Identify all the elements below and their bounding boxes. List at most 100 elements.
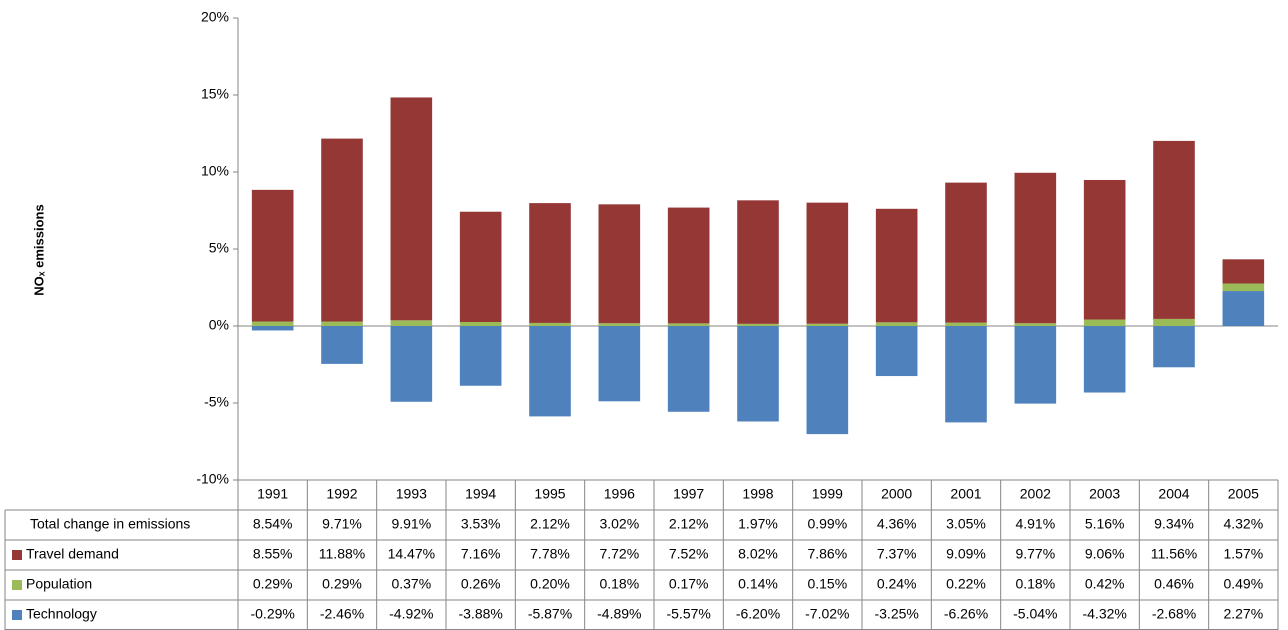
legend-label: Technology bbox=[26, 606, 97, 622]
table-value: 2.12% bbox=[530, 516, 570, 532]
table-value: -3.25% bbox=[874, 606, 918, 622]
table-value: 0.29% bbox=[322, 576, 362, 592]
table-value: 7.78% bbox=[530, 546, 570, 562]
bar-segment bbox=[1083, 180, 1126, 320]
bar-segment bbox=[529, 326, 571, 417]
table-value: 0.99% bbox=[807, 516, 847, 532]
table-value: 14.47% bbox=[388, 546, 435, 562]
table-value: -2.46% bbox=[320, 606, 364, 622]
bar-segment bbox=[529, 322, 571, 326]
bar-segment bbox=[390, 320, 433, 326]
table-value: 4.32% bbox=[1223, 516, 1263, 532]
bar-segment bbox=[667, 326, 710, 412]
legend-key bbox=[12, 610, 22, 620]
table-value: -5.87% bbox=[528, 606, 572, 622]
table-value: 7.16% bbox=[461, 546, 501, 562]
bar-segment bbox=[459, 326, 502, 386]
table-value: 7.37% bbox=[877, 546, 917, 562]
bar-segment bbox=[806, 202, 849, 324]
table-value: 7.86% bbox=[807, 546, 847, 562]
bar-segment bbox=[1014, 172, 1057, 324]
x-tick-label: 2003 bbox=[1089, 486, 1120, 502]
bar-segment bbox=[1153, 140, 1195, 319]
table-value: 4.91% bbox=[1015, 516, 1055, 532]
y-axis-title: NOₓ emissions bbox=[31, 204, 46, 295]
x-tick-label: 2001 bbox=[950, 486, 981, 502]
table-value: 0.14% bbox=[738, 576, 778, 592]
table-value: 9.71% bbox=[322, 516, 362, 532]
table-value: 0.29% bbox=[253, 576, 293, 592]
x-tick-label: 1991 bbox=[257, 486, 288, 502]
x-tick-label: 1993 bbox=[396, 486, 427, 502]
table-value: 0.17% bbox=[669, 576, 709, 592]
bar-segment bbox=[1222, 283, 1265, 292]
x-tick-label: 2000 bbox=[881, 486, 912, 502]
bar-segment bbox=[1083, 326, 1126, 393]
x-tick-label: 1992 bbox=[326, 486, 357, 502]
legend-label: Population bbox=[26, 576, 92, 592]
bar-segment bbox=[806, 326, 849, 435]
bar-segment bbox=[945, 326, 987, 423]
bar-segment bbox=[875, 326, 918, 377]
table-value: -3.88% bbox=[458, 606, 502, 622]
table-value: -5.57% bbox=[666, 606, 710, 622]
table-value: 0.49% bbox=[1223, 576, 1263, 592]
bar-segment bbox=[251, 326, 294, 331]
legend-label: Travel demand bbox=[26, 546, 119, 562]
table-value: 8.02% bbox=[738, 546, 778, 562]
bar-segment bbox=[1153, 318, 1195, 326]
bar-segment bbox=[945, 182, 987, 323]
table-value: 0.20% bbox=[530, 576, 570, 592]
table-value: -4.89% bbox=[597, 606, 641, 622]
table-value: 9.09% bbox=[946, 546, 986, 562]
table-value: 0.18% bbox=[599, 576, 639, 592]
table-value: -0.29% bbox=[250, 606, 294, 622]
table-value: 2.27% bbox=[1223, 606, 1263, 622]
bar-segment bbox=[321, 321, 363, 326]
table-value: 9.06% bbox=[1085, 546, 1125, 562]
table-value: 11.88% bbox=[319, 546, 365, 562]
bar-segment bbox=[459, 321, 502, 326]
bar-segment bbox=[459, 211, 502, 322]
bar-segment bbox=[1014, 326, 1057, 404]
table-value: 5.16% bbox=[1085, 516, 1125, 532]
table-value: 0.42% bbox=[1085, 576, 1125, 592]
x-tick-label: 2002 bbox=[1020, 486, 1051, 502]
table-value: 1.57% bbox=[1223, 546, 1263, 562]
y-tick-label: 5% bbox=[209, 240, 229, 256]
bar-segment bbox=[251, 189, 294, 322]
bar-segment bbox=[251, 321, 294, 326]
table-value: -4.32% bbox=[1082, 606, 1126, 622]
table-value: 7.52% bbox=[669, 546, 709, 562]
bar-segment bbox=[875, 322, 918, 326]
table-value: 0.15% bbox=[807, 576, 847, 592]
row-label: Total change in emissions bbox=[30, 516, 190, 532]
table-value: 9.34% bbox=[1154, 516, 1194, 532]
table-value: -6.20% bbox=[736, 606, 780, 622]
bar-segment bbox=[667, 323, 710, 326]
table-value: -5.04% bbox=[1013, 606, 1057, 622]
y-tick-label: 20% bbox=[201, 9, 229, 25]
table-value: 0.22% bbox=[946, 576, 986, 592]
table-value: 3.53% bbox=[461, 516, 501, 532]
bar-segment bbox=[1222, 259, 1265, 284]
x-tick-label: 1998 bbox=[742, 486, 773, 502]
table-value: -2.68% bbox=[1152, 606, 1196, 622]
x-tick-label: 1994 bbox=[465, 486, 496, 502]
bar-segment bbox=[390, 97, 433, 321]
x-tick-label: 1996 bbox=[604, 486, 635, 502]
table-value: 9.77% bbox=[1015, 546, 1055, 562]
table-value: 0.46% bbox=[1154, 576, 1194, 592]
x-tick-label: 1997 bbox=[673, 486, 704, 502]
bar-segment bbox=[598, 323, 641, 326]
legend-key bbox=[12, 550, 22, 560]
table-value: 0.24% bbox=[877, 576, 917, 592]
table-value: 4.36% bbox=[877, 516, 917, 532]
bar-segment bbox=[875, 208, 918, 323]
bar-segment bbox=[945, 322, 987, 326]
bar-segment bbox=[598, 204, 641, 324]
table-value: 7.72% bbox=[599, 546, 639, 562]
bar-segment bbox=[598, 326, 641, 402]
